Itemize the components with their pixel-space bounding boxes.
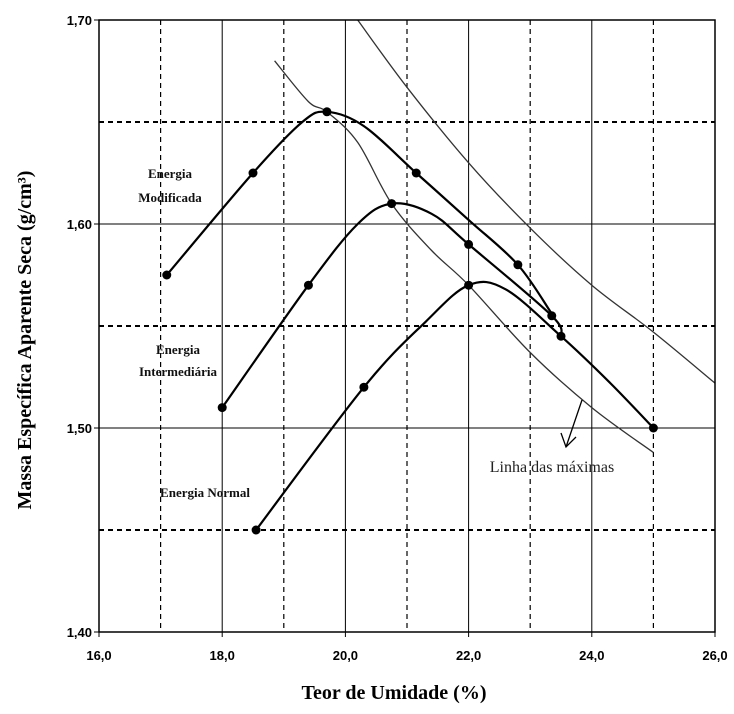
data-point-modificada xyxy=(411,168,421,178)
linha-maximas-arrow xyxy=(560,399,583,449)
y-tick-label: 1,50 xyxy=(67,421,92,436)
ticks-layer: 16,0 18,0 20,0 22,0 24,0 26,0 1,40 1,50 1,60 1,70 xyxy=(67,13,728,663)
data-point-modificada xyxy=(248,168,258,178)
data-point-normal xyxy=(556,331,566,341)
data-point-normal xyxy=(464,280,474,290)
y-axis-title: Massa Específica Aparente Seca (g/cm³) xyxy=(14,171,36,510)
label-intermediaria-line1: Energia xyxy=(156,342,201,357)
data-point-normal xyxy=(251,525,261,535)
label-intermediaria-line2: Intermediária xyxy=(139,364,217,379)
x-axis-title: Teor de Umidade (%) xyxy=(302,682,487,704)
lines-layer xyxy=(165,20,715,531)
label-modificada-line2: Modificada xyxy=(138,190,202,205)
plot-frame xyxy=(98,19,716,633)
data-point-intermediaria xyxy=(217,403,227,413)
x-tick-label: 26,0 xyxy=(702,648,727,663)
x-tick-label: 22,0 xyxy=(456,648,481,663)
data-point-intermediaria xyxy=(387,199,397,209)
reference-curve xyxy=(357,20,715,384)
y-tick-label: 1,60 xyxy=(67,217,92,232)
x-tick-label: 20,0 xyxy=(333,648,358,663)
data-point-intermediaria xyxy=(547,311,557,321)
label-normal: Energia Normal xyxy=(160,485,250,500)
reference-curve xyxy=(274,60,654,454)
label-linha-maximas: Linha das máximas xyxy=(490,459,614,476)
x-tick-label: 16,0 xyxy=(86,648,111,663)
x-tick-label: 24,0 xyxy=(579,648,604,663)
data-point-intermediaria xyxy=(464,239,474,249)
y-tick-label: 1,70 xyxy=(67,13,92,28)
data-point-modificada xyxy=(513,260,523,270)
series-line-normal xyxy=(255,280,655,531)
data-point-modificada xyxy=(322,107,332,117)
data-point-normal xyxy=(359,382,369,392)
y-tick-label: 1,40 xyxy=(67,625,92,640)
data-point-modificada xyxy=(162,270,172,280)
x-tick-label: 18,0 xyxy=(210,648,235,663)
points-layer xyxy=(162,107,658,535)
data-point-intermediaria xyxy=(303,280,313,290)
label-modificada-line1: Energia xyxy=(148,166,193,181)
data-point-normal xyxy=(648,423,658,433)
series-line-intermediaria xyxy=(221,202,563,409)
